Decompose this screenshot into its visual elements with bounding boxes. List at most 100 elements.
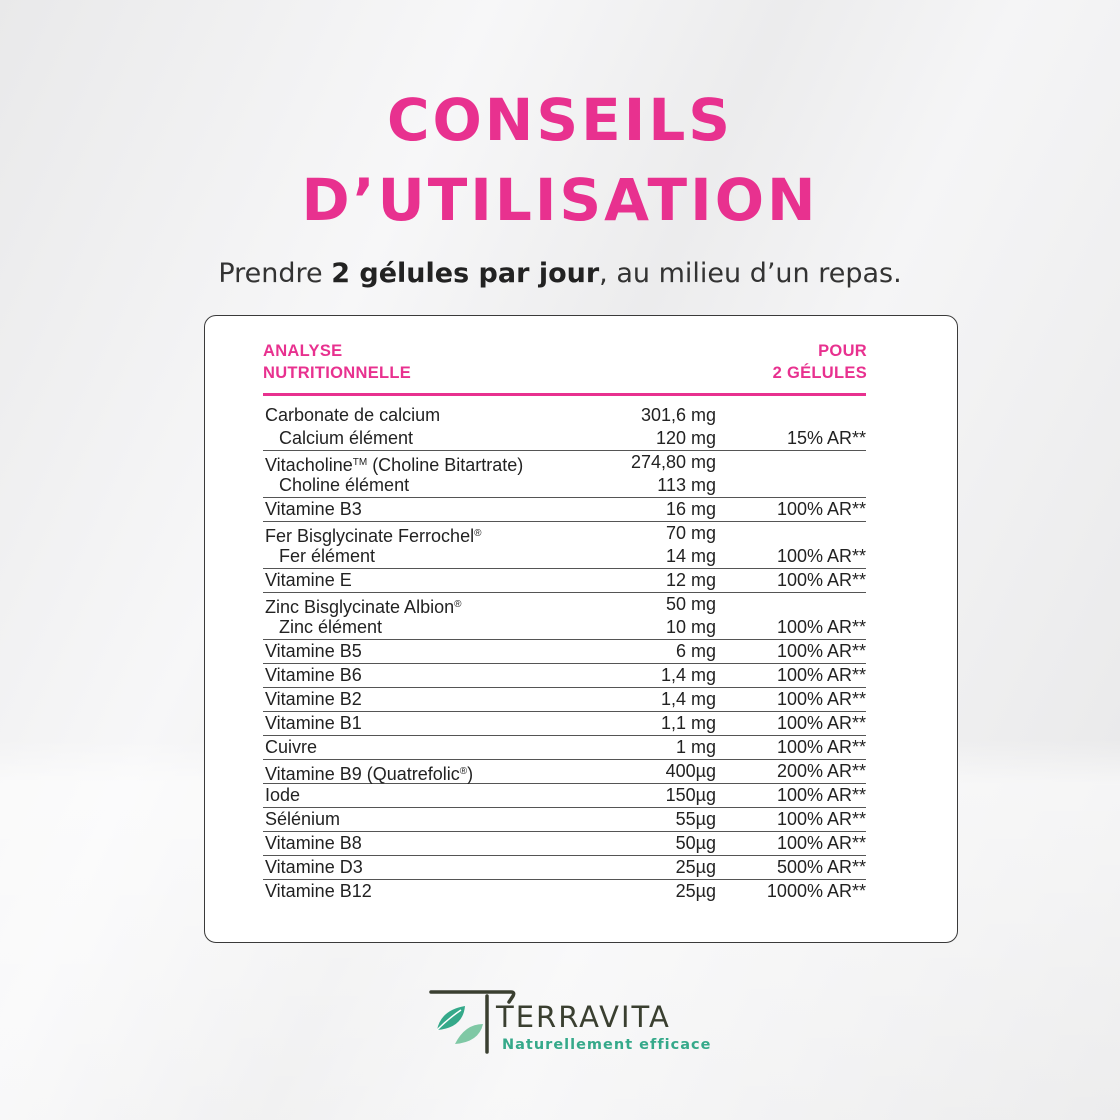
nutrient-line: Zinc élément 10 mg 100% AR** xyxy=(263,616,866,639)
nutrient-name-text: Choline élément xyxy=(279,475,410,495)
nutrient-name: Sélénium xyxy=(265,808,340,831)
instruction-dose: 2 gélules par jour xyxy=(331,258,600,289)
nutrient-name: Zinc Bisglycinate Albion® xyxy=(265,593,461,619)
nutrient-reference-intake: 15% AR** xyxy=(786,428,866,448)
nutrient-line: Vitamine B1 1,1 mg 100% AR** xyxy=(263,712,866,735)
nutrient-name: Vitamine B5 xyxy=(265,640,362,663)
nutrient-quantity: 50µg xyxy=(675,833,716,853)
nutrient-reference-intake: 1000% AR** xyxy=(766,881,866,901)
nutrient-quantity: 274,80 mg xyxy=(630,452,716,472)
nutrient-line: Iode 150µg 100% AR** xyxy=(263,784,866,807)
nutrient-quantity: 70 mg xyxy=(665,523,716,543)
nutrient-line: Vitamine B2 1,4 mg 100% AR** xyxy=(263,688,866,711)
nutrient-reference-intake: 500% AR** xyxy=(776,857,866,877)
trademark-mark: TM xyxy=(352,457,368,468)
header-dose: POUR 2 GÉLULES xyxy=(773,340,867,384)
nutrient-line: Vitamine D3 25µg 500% AR** xyxy=(263,856,866,879)
header-dose-line-2: 2 GÉLULES xyxy=(772,364,867,382)
nutrient-reference-intake: 100% AR** xyxy=(776,689,866,709)
nutrient-reference-intake: 100% AR** xyxy=(776,785,866,805)
nutrient-name: Vitamine B12 xyxy=(265,880,372,903)
nutrient-name-suffix: ) xyxy=(467,764,474,784)
header-analysis-line-1: ANALYSE xyxy=(263,342,343,360)
usage-instruction: Prendre 2 gélules par jour, au milieu d’… xyxy=(0,258,1120,289)
leaf-t-logo-icon xyxy=(429,990,516,1054)
nutrient-name: Vitamine B1 xyxy=(265,712,362,735)
instruction-suffix: , au milieu d’un repas. xyxy=(599,258,902,289)
nutrient-row: Fer Bisglycinate Ferrochel® 70 mg Fer élém… xyxy=(263,522,866,569)
nutrient-row: Iode 150µg 100% AR** xyxy=(263,784,866,808)
nutrient-row: Vitamine B5 6 mg 100% AR** xyxy=(263,640,866,664)
nutrient-name: Vitamine B8 xyxy=(265,832,362,855)
nutrient-row: Zinc Bisglycinate Albion® 50 mg Zinc éléme… xyxy=(263,593,866,640)
nutrient-name-text: Carbonate de calcium xyxy=(265,405,441,425)
nutrient-row: Carbonate de calcium 301,6 mg Calcium élém… xyxy=(263,404,866,451)
header-divider xyxy=(263,393,866,396)
nutrient-name-text: Vitamine B2 xyxy=(265,689,362,709)
header-dose-line-1: POUR xyxy=(818,342,867,360)
nutrient-name-text: Zinc élément xyxy=(279,617,383,637)
nutrient-row: Vitamine B6 1,4 mg 100% AR** xyxy=(263,664,866,688)
nutrient-quantity: 16 mg xyxy=(665,499,716,519)
nutrient-line: Fer Bisglycinate Ferrochel® 70 mg xyxy=(263,522,866,546)
nutrient-name: Zinc élément xyxy=(279,616,382,639)
nutrient-quantity: 50 mg xyxy=(665,594,716,614)
nutrient-name: Iode xyxy=(265,784,300,807)
nutrient-name: Vitamine D3 xyxy=(265,856,363,879)
nutrient-line: Fer élément 14 mg 100% AR** xyxy=(263,545,866,568)
nutrient-quantity: 6 mg xyxy=(675,641,716,661)
nutrient-name-suffix: (Choline Bitartrate) xyxy=(367,455,524,475)
nutrient-row: Sélénium 55µg 100% AR** xyxy=(263,808,866,832)
nutrient-line: Choline élément 113 mg xyxy=(263,474,866,497)
nutrient-name-text: Zinc Bisglycinate Albion xyxy=(265,597,455,617)
nutrient-line: Vitamine B5 6 mg 100% AR** xyxy=(263,640,866,663)
nutrient-row: Vitamine B12 25µg 1000% AR** xyxy=(263,880,866,903)
nutrient-reference-intake: 200% AR** xyxy=(776,761,866,781)
nutrient-reference-intake: 100% AR** xyxy=(776,499,866,519)
nutrient-row: Vitamine B2 1,4 mg 100% AR** xyxy=(263,688,866,712)
nutrient-quantity: 1,4 mg xyxy=(660,689,716,709)
nutrient-line: VitacholineTM (Choline Bitartrate) 274,80… xyxy=(263,451,866,475)
nutrient-reference-intake: 100% AR** xyxy=(776,546,866,566)
nutrient-line: Vitamine B8 50µg 100% AR** xyxy=(263,832,866,855)
nutrient-row: Vitamine D3 25µg 500% AR** xyxy=(263,856,866,880)
nutrient-row: Vitamine B8 50µg 100% AR** xyxy=(263,832,866,856)
nutrient-name: Vitamine B3 xyxy=(265,498,362,521)
nutrient-quantity: 301,6 mg xyxy=(640,405,716,425)
nutrient-line: Vitamine B6 1,4 mg 100% AR** xyxy=(263,664,866,687)
nutrient-quantity: 1,4 mg xyxy=(660,665,716,685)
nutrient-name-text: Calcium élément xyxy=(279,428,414,448)
nutrient-name-text: Vitamine B1 xyxy=(265,713,362,733)
nutrient-name-text: Fer Bisglycinate Ferrochel xyxy=(265,526,475,546)
header-analysis: ANALYSE NUTRITIONNELLE xyxy=(263,340,411,384)
nutrition-table-card: ANALYSE NUTRITIONNELLE POUR 2 GÉLULES Ca… xyxy=(204,315,958,943)
nutrient-name-text: Vitamine B6 xyxy=(265,665,362,685)
nutrient-reference-intake: 100% AR** xyxy=(776,665,866,685)
trademark-mark: ® xyxy=(474,528,482,539)
nutrient-quantity: 1 mg xyxy=(675,737,716,757)
nutrient-name-text: Vitamine E xyxy=(265,570,352,590)
nutrient-line: Vitamine B12 25µg 1000% AR** xyxy=(263,880,866,903)
nutrient-quantity: 12 mg xyxy=(665,570,716,590)
trademark-mark: ® xyxy=(459,766,468,777)
nutrient-line: Calcium élément 120 mg 15% AR** xyxy=(263,427,866,450)
nutrient-name: Vitamine B6 xyxy=(265,664,362,687)
nutrient-line: Vitamine B3 16 mg 100% AR** xyxy=(263,498,866,521)
nutrient-quantity: 25µg xyxy=(675,857,716,877)
nutrient-row: VitacholineTM (Choline Bitartrate) 274,80… xyxy=(263,451,866,498)
title-line-1: CONSEILS xyxy=(386,86,734,154)
nutrient-quantity: 120 mg xyxy=(655,428,716,448)
nutrient-name: Cuivre xyxy=(265,736,317,759)
nutrient-quantity: 10 mg xyxy=(665,617,716,637)
nutrient-quantity: 25µg xyxy=(675,881,716,901)
nutrient-name-text: Iode xyxy=(265,785,301,805)
nutrient-name-text: Sélénium xyxy=(265,809,341,829)
nutrient-line: Cuivre 1 mg 100% AR** xyxy=(263,736,866,759)
nutrient-quantity: 1,1 mg xyxy=(660,713,716,733)
nutrient-name-text: Vitamine B12 xyxy=(265,881,372,901)
nutrient-reference-intake: 100% AR** xyxy=(776,570,866,590)
nutrient-reference-intake: 100% AR** xyxy=(776,809,866,829)
nutrient-line: Vitamine B9 (Quatrefolic®) 400µg 200% AR** xyxy=(263,760,866,784)
nutrient-name-text: Vitamine B5 xyxy=(265,641,362,661)
nutrient-reference-intake: 100% AR** xyxy=(776,641,866,661)
